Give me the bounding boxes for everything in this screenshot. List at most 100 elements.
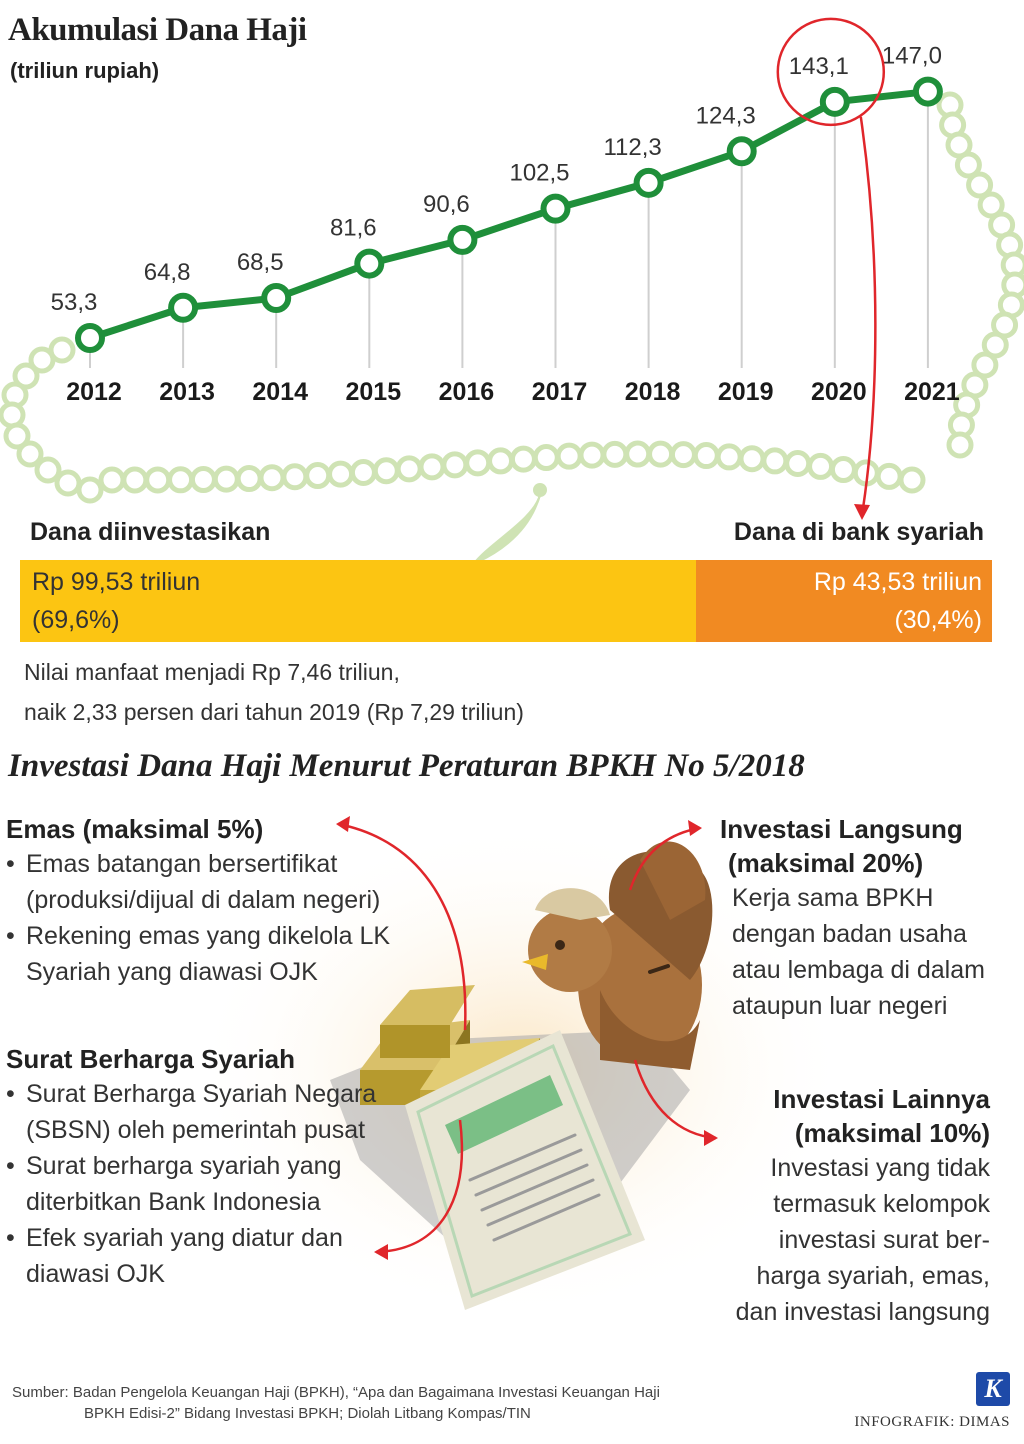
- sbs-heading: Surat Berharga Syariah: [6, 1044, 296, 1074]
- tassel-knot: [533, 483, 547, 497]
- bead: [509, 445, 537, 473]
- bead: [532, 444, 560, 472]
- data-point-2017: [540, 193, 571, 224]
- lainnya-heading-1: Investasi Lainnya: [773, 1084, 990, 1114]
- year-label-2015: 2015: [345, 378, 401, 406]
- bead: [692, 442, 720, 470]
- rosary-beads: [0, 91, 1024, 504]
- chart-title: Akumulasi Dana Haji: [8, 12, 307, 48]
- year-label-2021: 2021: [904, 378, 960, 406]
- langsung-heading-2: (maksimal 20%): [728, 848, 924, 878]
- langsung-heading-1: Investasi Langsung: [720, 814, 963, 844]
- data-point-2012: [75, 323, 105, 353]
- bead: [0, 401, 26, 429]
- bead: [212, 465, 240, 493]
- infographic-credit: INFOGRAFIK: DIMAS: [854, 1414, 1010, 1430]
- bead: [28, 346, 56, 374]
- year-label-2018: 2018: [625, 378, 681, 406]
- bead: [258, 464, 286, 492]
- value-label-2020: 143,1: [789, 53, 849, 80]
- year-labels: 2012 2013 2014 2015 2016 2017 2018 2019 2020 2021: [66, 378, 960, 406]
- highlight-circle: [776, 17, 886, 520]
- bead: [669, 441, 697, 469]
- category-investasi-lainnya: Investasi Lainnya (maksimal 10%) Investa…: [690, 1082, 990, 1330]
- year-label-2014: 2014: [252, 378, 308, 406]
- value-labels: 53,3 64,8 68,5 81,6 90,6 102,5 112,3 124,3 143,1…: [51, 43, 942, 316]
- bead: [76, 476, 104, 504]
- data-point-2013: [168, 292, 199, 323]
- invested-bar: Rp 99,53 triliun (69,6%): [20, 560, 696, 642]
- invested-heading: Dana diinvestasikan: [30, 518, 271, 546]
- data-point-2016: [447, 224, 478, 255]
- source-line-2: BPKH Edisi-2” Bidang Investasi BPKH; Dio…: [84, 1405, 531, 1422]
- year-label-2013: 2013: [159, 378, 215, 406]
- bead: [418, 453, 446, 481]
- sbs-item-2: Surat berharga syariah yang diterbitkan …: [6, 1148, 426, 1220]
- highlight-arrow-head: [854, 504, 870, 520]
- benefit-line-1: Nilai manfaat menjadi Rp 7,46 triliun,: [24, 659, 400, 685]
- bead: [555, 442, 583, 470]
- bead: [738, 445, 766, 473]
- bead: [98, 466, 126, 494]
- bead: [54, 469, 82, 497]
- regulation-title: Investasi Dana Haji Menurut Peraturan BP…: [8, 748, 805, 784]
- bead: [464, 449, 492, 477]
- data-point-2014: [261, 283, 292, 314]
- bead: [966, 171, 994, 199]
- bead: [977, 191, 1005, 219]
- langsung-line-4: ataupun luar negeri: [732, 992, 948, 1020]
- bead: [12, 362, 40, 390]
- bead: [807, 452, 835, 480]
- value-label-2014: 68,5: [237, 249, 284, 276]
- year-label-2012: 2012: [66, 378, 122, 406]
- bead: [304, 462, 332, 490]
- bead: [16, 440, 44, 468]
- bead: [954, 151, 982, 179]
- value-label-2015: 81,6: [330, 215, 377, 242]
- value-label-2012: 53,3: [51, 289, 98, 316]
- bead: [981, 331, 1009, 359]
- data-points: [75, 76, 943, 353]
- bank-share: (30,4%): [894, 606, 982, 634]
- value-label-2016: 90,6: [423, 191, 470, 218]
- langsung-line-1: Kerja sama BPKH: [732, 884, 934, 912]
- bead: [144, 466, 172, 494]
- lainnya-line-3: investasi surat ber-: [778, 1226, 990, 1254]
- bead: [624, 440, 652, 468]
- bead: [715, 443, 743, 471]
- data-point-2018: [633, 167, 664, 198]
- value-label-2021: 147,0: [882, 43, 942, 70]
- data-point-2021: [912, 76, 943, 107]
- highlight-arrow: [859, 116, 877, 516]
- value-label-2013: 64,8: [144, 259, 191, 286]
- rooster-icon: [522, 841, 713, 1070]
- bead: [898, 466, 926, 494]
- benefit-note: Nilai manfaat menjadi Rp 7,46 triliun, n…: [24, 652, 524, 732]
- sbs-item-1: Surat Berharga Syariah Negara (SBSN) ole…: [6, 1076, 426, 1148]
- invested-share: (69,6%): [32, 606, 120, 634]
- bank-amount: Rp 43,53 triliun: [813, 568, 982, 596]
- source-note: Sumber: Badan Pengelola Keuangan Haji (B…: [12, 1382, 712, 1424]
- emas-item-1: Emas batangan bersertifikat (produksi/di…: [6, 846, 456, 918]
- bead: [235, 465, 263, 493]
- invested-amount: Rp 99,53 triliun: [32, 568, 201, 596]
- bead: [761, 447, 789, 475]
- arrow-langsung: [628, 826, 701, 891]
- emas-heading: Emas (maksimal 5%): [6, 814, 264, 844]
- bead: [647, 440, 675, 468]
- bead: [34, 456, 62, 484]
- year-label-2019: 2019: [718, 378, 774, 406]
- year-label-2020: 2020: [811, 378, 867, 406]
- kompas-logo: K: [976, 1372, 1010, 1406]
- series-line: [86, 88, 932, 342]
- lainnya-line-1: Investasi yang tidak: [770, 1154, 990, 1182]
- data-point-2015: [354, 248, 385, 279]
- emas-item-2: Rekening emas yang dikelola LK Syariah y…: [6, 918, 456, 990]
- category-emas: Emas (maksimal 5%) Emas batangan bersert…: [6, 812, 456, 990]
- langsung-line-3: atau lembaga di dalam: [732, 956, 985, 984]
- benefit-line-2: naik 2,33 persen dari tahun 2019 (Rp 7,2…: [24, 699, 524, 725]
- bead: [875, 462, 903, 490]
- lainnya-line-5: dan investasi langsung: [735, 1298, 990, 1326]
- bead: [395, 455, 423, 483]
- lainnya-line-4: harga syariah, emas,: [756, 1262, 990, 1290]
